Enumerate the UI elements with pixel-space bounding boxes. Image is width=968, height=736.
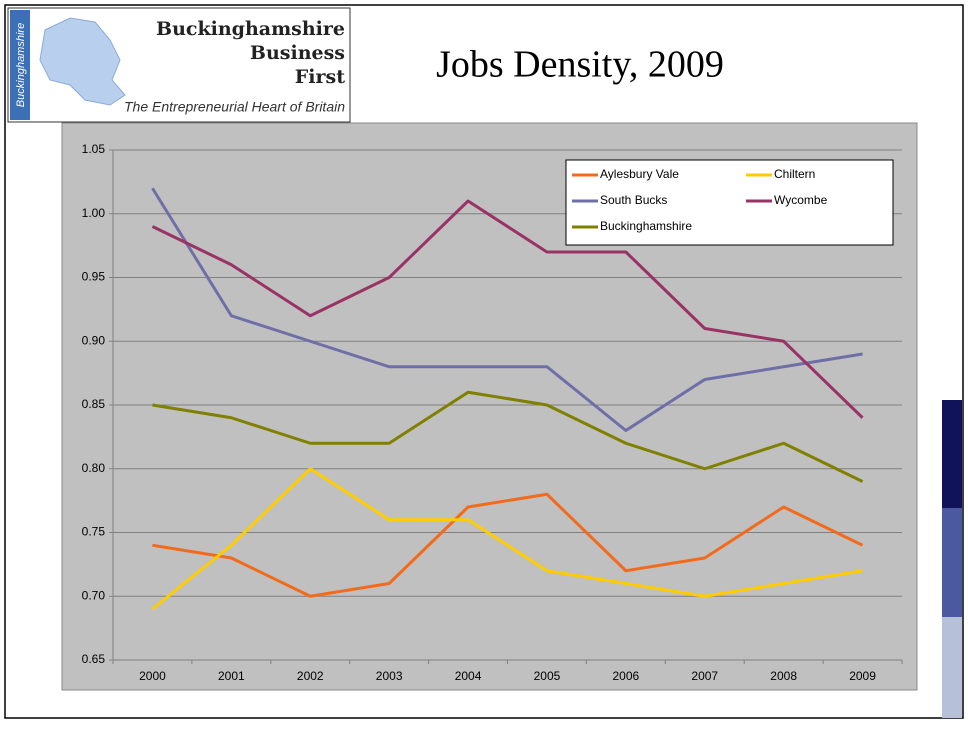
y-tick-label: 0.80 <box>82 461 106 475</box>
x-tick-label: 2004 <box>455 669 482 683</box>
x-tick-label: 2000 <box>139 669 166 683</box>
y-tick-label: 0.85 <box>82 397 106 411</box>
series-line <box>152 390 864 483</box>
legend-label: Buckinghamshire <box>600 219 692 233</box>
legend-label: Chiltern <box>774 167 815 181</box>
legend-box <box>565 159 894 246</box>
series-line <box>151 187 863 432</box>
series-line <box>152 492 864 598</box>
logo-strip <box>10 10 30 120</box>
legend-label: South Bucks <box>600 193 667 207</box>
x-tick-label: 2006 <box>612 669 639 683</box>
logo-map <box>39 17 126 106</box>
y-tick-label: 1.00 <box>82 206 106 220</box>
x-tick-label: 2005 <box>534 669 561 683</box>
deco-bar <box>942 617 962 718</box>
logo-name: First <box>295 66 345 88</box>
logo: Buckinghamshire Buckinghamshire Business… <box>7 7 351 123</box>
y-tick-label: 0.65 <box>82 652 106 666</box>
y-tick-label: 0.90 <box>82 333 106 347</box>
logo-name: Buckinghamshire <box>156 18 345 40</box>
x-tick-label: 2007 <box>691 669 718 683</box>
chart-title: Jobs Density, 2009 <box>436 44 724 86</box>
x-tick-label: 2009 <box>849 669 876 683</box>
x-tick-label: 2001 <box>218 669 245 683</box>
deco-bar <box>942 400 962 508</box>
logo-side-text: Buckinghamshire <box>15 23 27 107</box>
x-tick-label: 2003 <box>376 669 403 683</box>
y-tick-label: 0.95 <box>82 270 106 284</box>
logo-name: Business <box>250 42 345 64</box>
series-line <box>151 467 863 611</box>
legend-label: Aylesbury Vale <box>600 167 679 181</box>
x-tick-label: 2008 <box>770 669 797 683</box>
y-tick-label: 0.70 <box>82 588 106 602</box>
x-tick-label: 2002 <box>297 669 324 683</box>
y-tick-label: 0.75 <box>82 525 106 539</box>
y-tick-label: 1.05 <box>82 142 106 156</box>
legend-label: Wycombe <box>774 193 828 207</box>
series-line <box>151 199 864 419</box>
logo-tagline: The Entrepreneurial Heart of Britain <box>124 99 345 115</box>
deco-bar <box>942 508 962 617</box>
